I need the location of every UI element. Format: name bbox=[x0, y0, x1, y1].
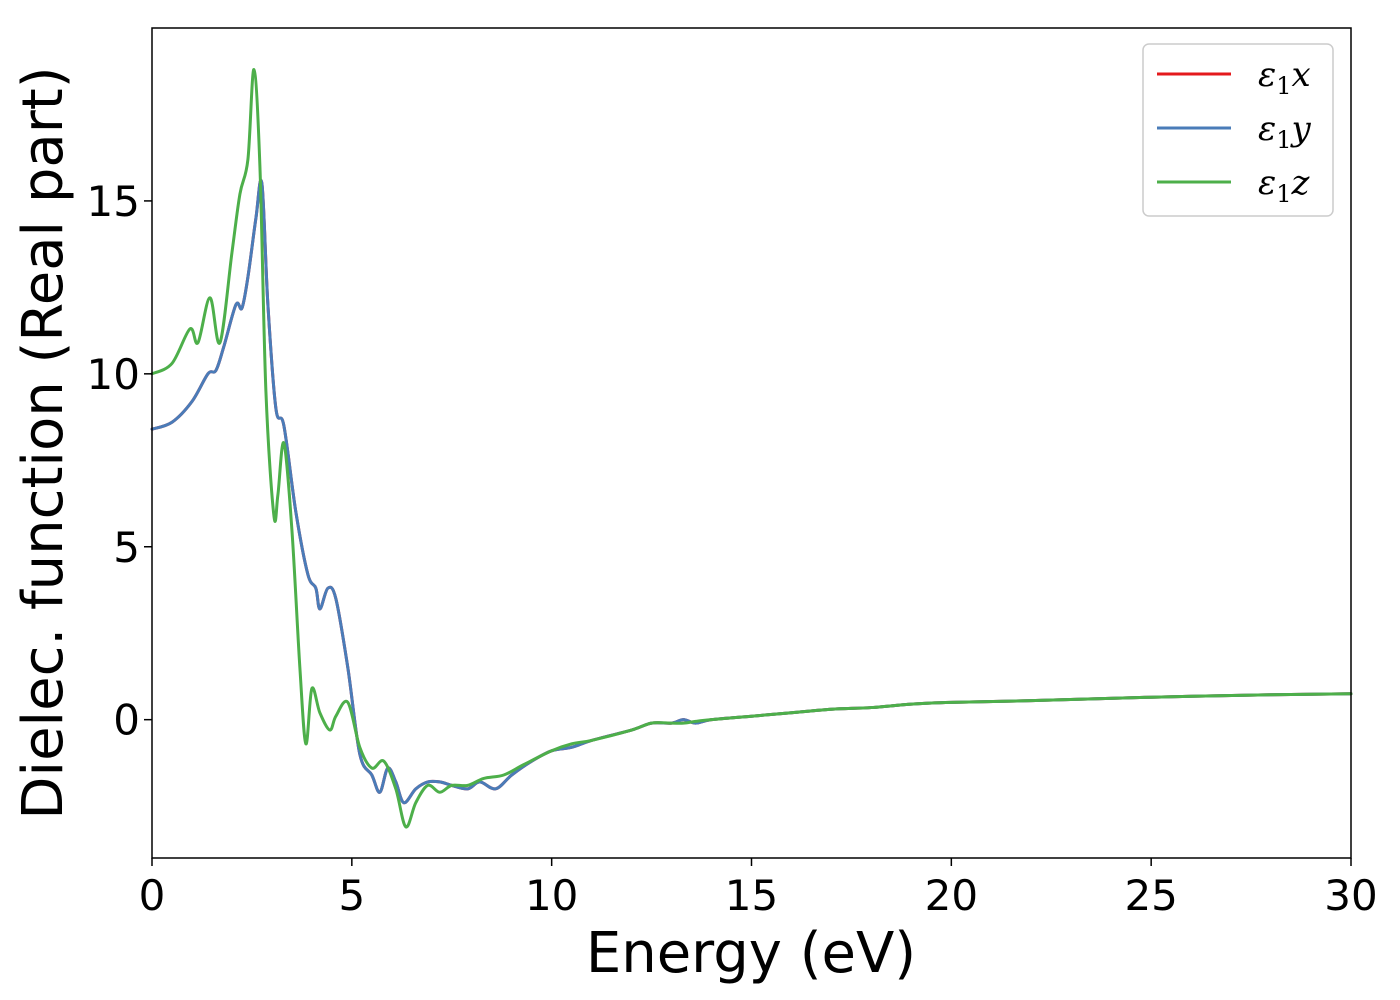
legend-label-y: ε1y bbox=[1258, 109, 1312, 154]
series-line-z bbox=[150, 67, 1353, 829]
y-tick-label: 0 bbox=[113, 696, 140, 745]
ticks-layer: 0 5 10 15 20 25 30 0 5 10 15 bbox=[87, 177, 1378, 920]
y-tick-label: 5 bbox=[113, 523, 140, 572]
x-tick-label: 20 bbox=[925, 871, 978, 920]
legend: ε1x ε1y ε1z bbox=[1142, 43, 1334, 217]
legend-box bbox=[1142, 43, 1334, 217]
series-layer bbox=[150, 67, 1353, 829]
legend-label-z: ε1z bbox=[1258, 163, 1311, 208]
x-tick-label: 5 bbox=[338, 871, 365, 920]
x-axis-title: Energy (eV) bbox=[586, 921, 916, 986]
legend-label-x: ε1x bbox=[1258, 55, 1311, 100]
y-tick-label: 10 bbox=[87, 350, 140, 399]
x-tick-label: 10 bbox=[525, 871, 578, 920]
x-tick-label: 15 bbox=[725, 871, 778, 920]
y-tick-label: 15 bbox=[87, 177, 140, 226]
x-tick-label: 25 bbox=[1124, 871, 1177, 920]
x-tick-label: 30 bbox=[1324, 871, 1377, 920]
x-tick-label: 0 bbox=[139, 871, 166, 920]
y-axis-title: Dielec. function (Real part) bbox=[11, 66, 76, 819]
